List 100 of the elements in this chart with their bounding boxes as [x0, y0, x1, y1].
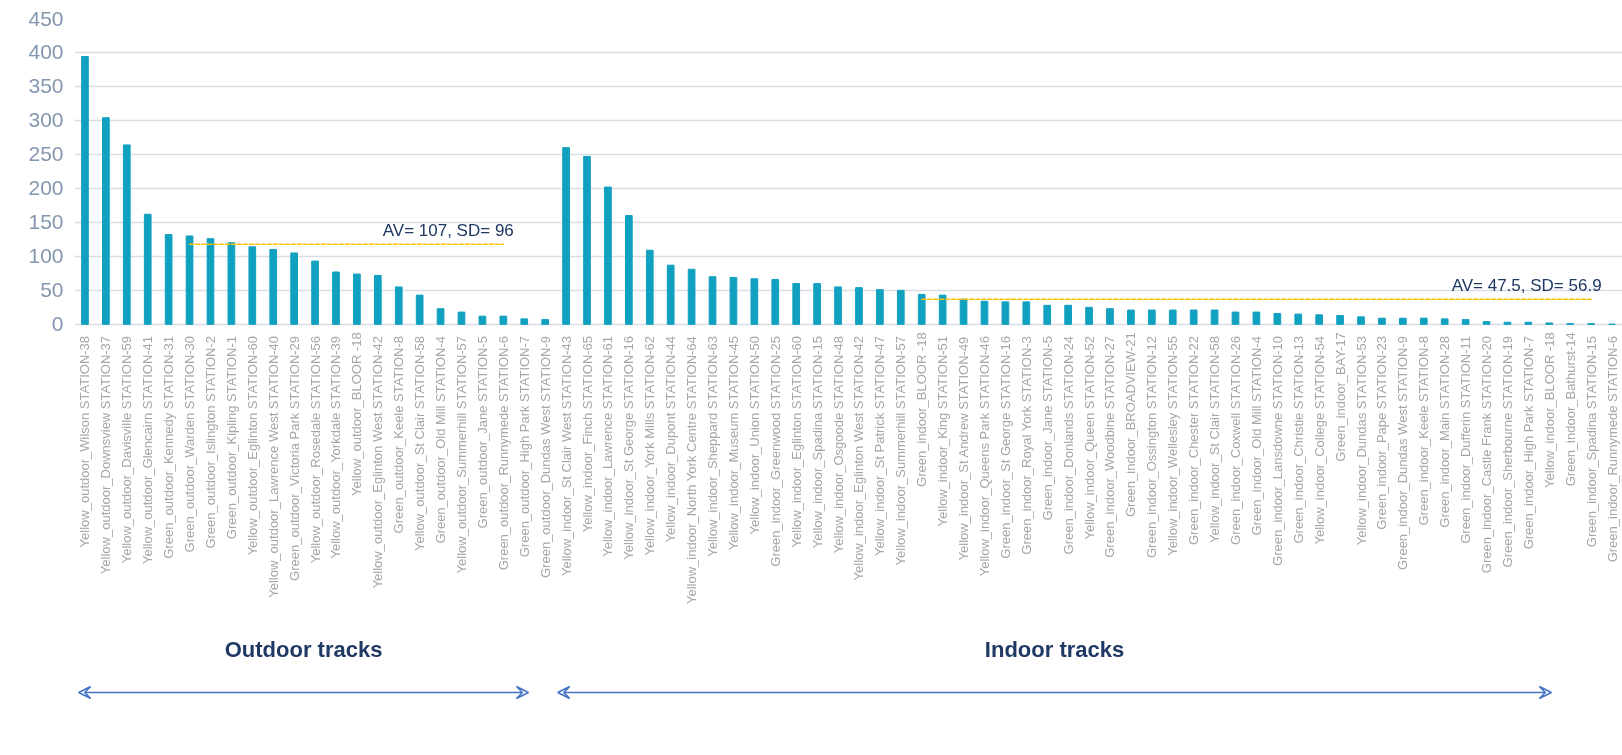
x-tick-label: Green_indoor_BROADVIEW-21 — [1123, 332, 1139, 518]
x-tick-label: Green_outdoor_High Park STATION-7 — [516, 335, 532, 558]
bar — [394, 286, 403, 325]
y-tick-label: 450 — [28, 6, 64, 30]
bar — [687, 268, 696, 325]
y-tick-label: 100 — [28, 244, 64, 268]
x-tick-label: Green_outdoor_Kipling STATION-1 — [223, 335, 239, 540]
bar — [1231, 311, 1240, 325]
bar — [645, 249, 654, 325]
bar — [290, 252, 298, 325]
x-tick-label: Green_indoor_Keele STATION-8 — [1416, 335, 1432, 526]
bar — [1168, 309, 1177, 325]
text: Outdoor tracks — [224, 637, 383, 663]
x-tick-label: Green_outdoor_Old Mill STATION-4 — [433, 335, 449, 544]
x-tick-label: Green_indoor_Main STATION-28 — [1437, 335, 1453, 528]
x-tick-label: Yellow_indoor_Museum STATION-45 — [725, 335, 741, 551]
x-tick-label: Green_indoor_Royal York STATION-3 — [1018, 336, 1034, 555]
bar — [1252, 311, 1261, 325]
x-tick-label: Green_indoor_Spadina STATION-15 — [1583, 335, 1599, 548]
bar — [1001, 301, 1010, 325]
bar — [499, 315, 508, 325]
bar — [1210, 309, 1219, 325]
bar — [311, 260, 319, 325]
bar — [102, 117, 110, 325]
bar — [269, 249, 278, 325]
x-tick-label: Yellow_outdoor_Summerhill STATION-57 — [454, 335, 469, 574]
x-tick-label: Green_indoor_BAY-17 — [1332, 332, 1348, 462]
y-tick-label: 400 — [28, 40, 64, 64]
x-tick-label: Yellow_indoor_College STATION-54 — [1311, 335, 1327, 545]
x-tick-label: Yellow_outdoor_Downsview STATION-37 — [98, 335, 114, 575]
bar — [1336, 314, 1344, 325]
bar — [729, 276, 738, 325]
x-tick-label: Green_outdoor_Dundas West STATION-9 — [537, 335, 553, 578]
x-tick-label: Green_indoor_Castle Frank STATION-20 — [1479, 335, 1495, 574]
x-tick-label: Yellow_indoor_Dupont STATION-44 — [663, 335, 679, 543]
x-tick-label: Green_indoor_High Park STATION-7 — [1520, 335, 1536, 550]
bar — [750, 278, 759, 325]
bar — [520, 318, 529, 325]
x-tick-label: Green_indoor_Dufferin STATION-11 — [1458, 335, 1474, 544]
x-tick-label: Yellow_indoor_Sheppard STATION-63 — [705, 335, 721, 557]
bar — [206, 238, 215, 325]
x-tick-label: Green_outdoor_Runnymede STATION-6 — [495, 335, 511, 571]
x-tick-label: Yellow_indoor_York Mills STATION-62 — [642, 335, 658, 556]
x-tick-label: Green_indoor_Runnymede STATION-6 — [1604, 335, 1620, 563]
x-tick-label: Yellow_indoor_Wellesley STATION-55 — [1165, 335, 1181, 556]
bar — [415, 294, 424, 325]
x-tick-label: Green_indoor_Donlands STATION-24 — [1060, 335, 1076, 555]
bar — [1524, 321, 1533, 325]
x-tick-label: Green_indoor_Pape STATION-23 — [1374, 335, 1390, 530]
x-tick-label: Yellow_indoor_St Patrick STATION-47 — [872, 335, 888, 557]
y-tick-label: 50 — [40, 278, 64, 302]
x-tick-label: Yellow_indoor_Spadina STATION-15 — [809, 335, 825, 549]
x-tick-label: Green_indoor_Lansdowne STATION-10 — [1269, 335, 1285, 566]
x-tick-label: Yellow_outdoor_Wilson STATION-38 — [77, 335, 93, 548]
bar — [1419, 317, 1428, 325]
x-tick-label: Yellow_indoor_Eglinton STATION-60 — [788, 335, 804, 548]
bar — [980, 300, 989, 325]
bar — [478, 315, 487, 325]
x-tick-label: Green_indoor_Chester STATION-22 — [1186, 335, 1202, 545]
x-tick-label: Yellow_outdoor_Davisville STATION-59 — [119, 335, 135, 564]
x-tick-label: Yellow_indoor_Summerhill STATION-57 — [893, 335, 909, 566]
y-tick-label: 350 — [28, 74, 64, 98]
bar — [625, 215, 633, 325]
y-tick-label: 0 — [51, 312, 64, 336]
x-tick-label: Yellow_indoor_Queens Park STATION-46 — [976, 335, 992, 577]
x-tick-label: Yellow_indoor_Queen STATION-52 — [1081, 335, 1097, 540]
bar — [1294, 313, 1303, 325]
bar — [248, 246, 257, 325]
x-tick-label: Yellow_indoor_King STATION-51 — [935, 335, 951, 527]
bar — [353, 273, 361, 325]
x-tick-label: Yellow_indoor_Finch STATION-65 — [579, 335, 595, 533]
y-tick-label: 300 — [28, 108, 64, 132]
bar — [1399, 317, 1407, 325]
x-tick-label: Green_indoor_Ossington STATION-12 — [1144, 335, 1160, 558]
text: Indoor tracks — [984, 637, 1125, 663]
bar — [1273, 312, 1282, 325]
x-tick-label: Green_outdoor_Keele STATION-8 — [391, 335, 407, 534]
bar — [896, 289, 905, 325]
y-tick-label: 200 — [28, 176, 64, 200]
bar — [1461, 319, 1470, 325]
bar — [583, 155, 591, 325]
bar — [227, 242, 236, 325]
x-tick-label: Yellow_indoor_Lawrence STATION-61 — [600, 335, 616, 557]
bar — [122, 144, 131, 325]
x-tick-label: Green_indoor_Bathurst-14 — [1562, 332, 1578, 487]
x-tick-label: Green_indoor_Sherbourne STATION-19 — [1499, 335, 1515, 568]
bar — [876, 289, 884, 325]
x-tick-label: Green_indoor_Christie STATION-13 — [1290, 335, 1306, 544]
x-tick-label: Green_outdoor_Jane STATION-5 — [474, 335, 490, 529]
x-tick-label: Yellow_indoor_Union STATION-50 — [746, 335, 762, 535]
bar — [959, 298, 968, 325]
bar — [81, 56, 89, 325]
x-tick-label: Green_indoor_Old Mill STATION-4 — [1248, 335, 1264, 536]
y-tick-label: 250 — [28, 142, 64, 166]
bar — [708, 276, 717, 325]
x-tick-label: Yellow_indoor_Osgoode STATION-48 — [830, 335, 846, 554]
x-tick-label: Yellow_outdoor_Eglinton STATION-60 — [244, 335, 260, 556]
x-tick-label: Green_indoor_St George STATION-16 — [997, 335, 1013, 559]
bar — [1064, 304, 1072, 325]
x-tick-label: Yellow_indoor_Dundas STATION-53 — [1353, 335, 1369, 546]
